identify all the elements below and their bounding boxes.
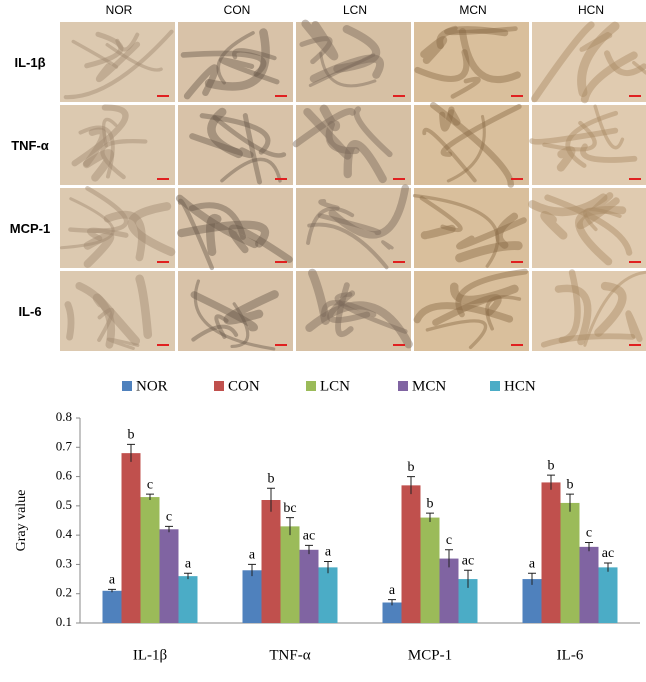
bar — [319, 567, 338, 623]
figure: NOR CON LCN MCN HCN IL-1β TNF-α MCP-1 IL-6 0.1 0.2… — [0, 0, 646, 682]
row-label: MCP-1 — [10, 221, 50, 236]
micrograph — [296, 105, 411, 185]
row-label: IL-1β — [14, 55, 45, 70]
micrograph — [60, 22, 175, 102]
significance-letter: c — [166, 510, 172, 525]
significance-letter: b — [567, 477, 574, 492]
micrograph — [532, 271, 646, 351]
micrograph — [296, 188, 411, 268]
x-tick-label: IL-6 — [557, 647, 584, 663]
micrograph — [60, 271, 175, 351]
significance-letter: b — [128, 428, 135, 443]
legend-swatch — [490, 381, 500, 391]
legend-swatch — [398, 381, 408, 391]
micrograph — [178, 22, 293, 102]
column-label: NOR — [106, 3, 133, 17]
x-tick-label: TNF-α — [269, 647, 310, 663]
bar — [561, 503, 580, 623]
legend-swatch — [306, 381, 316, 391]
y-tick-label: 0.4 — [56, 526, 73, 541]
legend-label: LCN — [320, 378, 350, 394]
micrograph — [414, 105, 529, 185]
significance-letter: a — [325, 545, 332, 560]
y-tick-label: 0.7 — [56, 438, 73, 453]
bar — [179, 576, 198, 623]
column-label: MCN — [459, 3, 486, 17]
micrograph — [414, 188, 529, 268]
bar — [402, 485, 421, 623]
row-label: TNF-α — [11, 138, 49, 153]
x-tick-label: MCP-1 — [408, 647, 452, 663]
y-axis-label: Gray value — [14, 490, 29, 552]
significance-letter: b — [268, 472, 275, 487]
bar — [281, 526, 300, 623]
micrograph — [178, 105, 293, 185]
column-label: HCN — [578, 3, 604, 17]
tissue — [68, 305, 71, 338]
legend-label: MCN — [412, 378, 446, 394]
micrograph — [60, 188, 175, 268]
significance-letter: b — [427, 496, 434, 511]
bar — [243, 570, 262, 623]
legend-swatch — [214, 381, 224, 391]
significance-letter: ac — [602, 546, 614, 561]
bar — [300, 550, 319, 623]
bar — [523, 579, 542, 623]
micrograph — [532, 22, 646, 102]
significance-letter: ac — [303, 529, 315, 544]
column-label: LCN — [343, 3, 367, 17]
significance-letter: b — [548, 458, 555, 473]
micrograph — [296, 22, 411, 102]
micrograph-bg — [414, 105, 529, 185]
micrograph — [178, 271, 293, 351]
page: {"image_panel": {"columns": ["NOR", "CON… — [0, 0, 646, 682]
micrograph — [296, 271, 411, 351]
row-label: IL-6 — [18, 304, 41, 319]
bar — [262, 500, 281, 623]
tissue — [452, 113, 457, 122]
micrograph — [60, 105, 175, 185]
significance-letter: a — [185, 556, 192, 571]
micrograph — [532, 105, 646, 185]
y-tick-label: 0.6 — [56, 468, 73, 483]
y-tick-label: 0.3 — [56, 555, 72, 570]
bar — [103, 591, 122, 623]
y-tick-label: 0.2 — [56, 585, 72, 600]
significance-letter: c — [586, 526, 592, 541]
bar — [542, 482, 561, 623]
bar — [141, 497, 160, 623]
bar — [122, 453, 141, 623]
bar — [580, 547, 599, 623]
micrograph — [532, 188, 646, 268]
micrograph — [414, 22, 529, 102]
micrograph — [414, 271, 529, 351]
significance-letter: c — [446, 533, 452, 548]
significance-letter: a — [529, 556, 536, 571]
legend-label: CON — [228, 378, 260, 394]
legend-swatch — [122, 381, 132, 391]
bar — [440, 559, 459, 623]
bar — [383, 603, 402, 624]
significance-letter: bc — [283, 501, 296, 516]
legend-label: NOR — [136, 378, 168, 394]
bar — [421, 518, 440, 623]
y-tick-label: 0.1 — [56, 614, 72, 629]
bar — [599, 567, 618, 623]
significance-letter: a — [249, 548, 256, 563]
significance-letter: b — [408, 460, 415, 475]
column-label: CON — [224, 3, 251, 17]
significance-letter: c — [147, 477, 153, 492]
significance-letter: a — [109, 573, 116, 588]
bar — [160, 529, 179, 623]
significance-letter: a — [389, 583, 396, 598]
micrograph — [178, 188, 293, 268]
x-tick-label: IL-1β — [133, 647, 167, 663]
y-tick-label: 0.8 — [56, 409, 72, 424]
y-tick-label: 0.5 — [56, 497, 72, 512]
legend-label: HCN — [504, 378, 536, 394]
significance-letter: ac — [462, 554, 474, 569]
